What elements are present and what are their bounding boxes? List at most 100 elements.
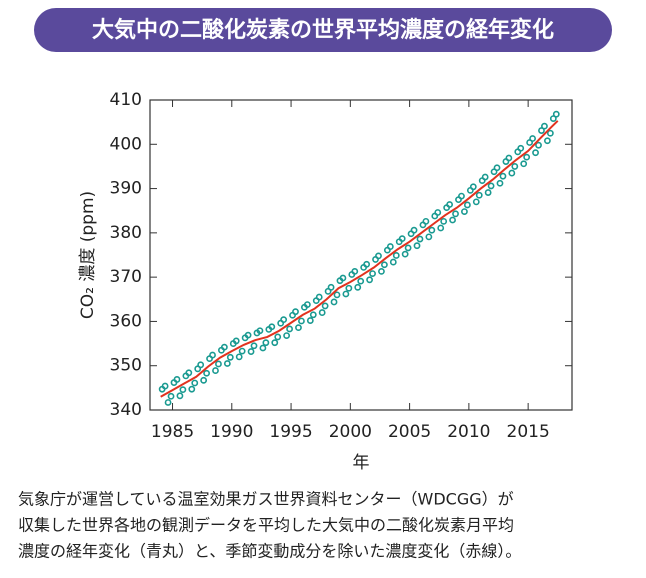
data-point	[369, 270, 376, 277]
data-point	[398, 235, 406, 243]
data-point	[292, 308, 299, 316]
data-point	[173, 376, 181, 383]
x-tick-label: 2005	[388, 422, 431, 442]
data-point	[306, 317, 314, 324]
data-point	[339, 274, 347, 282]
data-point	[446, 201, 454, 208]
data-point	[378, 267, 385, 275]
data-point	[404, 244, 412, 252]
data-point	[529, 135, 536, 142]
data-point	[481, 173, 489, 181]
data-point	[286, 325, 293, 333]
data-point	[268, 323, 276, 331]
x-tick-label: 2010	[447, 422, 490, 442]
data-point	[333, 291, 341, 299]
y-tick-label: 350	[110, 356, 142, 376]
data-point	[315, 293, 323, 301]
caption-line: 濃度の経年変化（青丸）と、季節変動成分を除いた濃度変化（赤線）。	[18, 542, 521, 561]
data-point	[493, 164, 501, 172]
y-tick-label: 400	[110, 134, 142, 154]
x-tick-label: 1995	[269, 422, 312, 442]
data-point	[197, 361, 205, 369]
data-point	[386, 243, 394, 250]
data-point	[167, 392, 175, 400]
data-point	[191, 379, 199, 387]
trend-line	[160, 120, 559, 398]
y-tick-label: 390	[110, 179, 142, 199]
data-point	[226, 353, 234, 361]
data-point	[449, 216, 456, 224]
plot-frame	[149, 99, 573, 411]
data-point	[401, 250, 409, 258]
y-tick-label: 370	[110, 267, 142, 287]
data-point	[176, 392, 184, 400]
data-point	[280, 316, 288, 324]
data-point	[247, 348, 255, 355]
data-point	[164, 399, 172, 406]
data-point	[428, 226, 436, 234]
data-point	[410, 226, 418, 234]
data-point	[469, 183, 477, 191]
data-point	[274, 333, 282, 341]
data-point	[244, 331, 252, 339]
data-point	[523, 153, 531, 161]
data-point	[318, 309, 326, 316]
data-point	[517, 144, 525, 152]
data-point	[425, 233, 433, 241]
caption-line: 気象庁が運営している温室効果ガス世界資料センター（WDCGG）が	[18, 490, 514, 509]
data-point	[321, 302, 329, 310]
data-point	[351, 267, 359, 275]
data-point	[342, 290, 350, 298]
data-point	[532, 149, 539, 157]
data-point	[487, 182, 495, 190]
data-point	[381, 261, 388, 269]
data-point	[309, 311, 317, 319]
y-axis-label: CO₂ 濃度 (ppm)	[78, 191, 98, 319]
data-point	[209, 351, 216, 359]
data-point	[472, 198, 480, 206]
data-point	[535, 141, 542, 149]
data-point	[250, 342, 258, 350]
chart-title: 大気中の二酸化炭素の世界平均濃度の経年変化	[92, 17, 554, 43]
data-point	[357, 277, 365, 285]
y-tick-label: 340	[110, 400, 142, 420]
data-point	[508, 169, 516, 177]
data-point	[238, 347, 246, 355]
data-point	[259, 344, 267, 352]
x-tick-label: 2000	[329, 422, 372, 442]
data-point	[389, 258, 397, 266]
data-point	[505, 154, 513, 162]
y-tick-label: 410	[110, 90, 142, 110]
data-point	[295, 324, 302, 332]
data-point	[232, 337, 240, 345]
y-tick-label: 380	[110, 223, 142, 243]
data-point	[161, 382, 169, 390]
data-point	[212, 367, 219, 374]
data-point	[256, 327, 264, 335]
data-point	[511, 163, 519, 170]
data-point	[437, 224, 445, 232]
data-point	[541, 122, 548, 130]
data-point	[440, 217, 448, 225]
data-point	[434, 209, 442, 216]
y-tick-label: 360	[110, 311, 142, 331]
data-point	[200, 376, 208, 384]
data-point	[271, 339, 279, 347]
data-point	[496, 179, 504, 187]
caption-line: 収集した世界各地の観測データを平均した大気中の二酸化炭素月平均	[18, 516, 514, 535]
data-point	[330, 298, 338, 306]
data-point	[235, 353, 243, 361]
data-point	[345, 284, 353, 292]
data-point	[220, 343, 228, 351]
data-point	[416, 235, 424, 243]
data-point	[215, 360, 222, 368]
data-point	[392, 252, 400, 259]
data-point	[366, 276, 373, 284]
data-point	[283, 332, 291, 339]
data-point	[363, 260, 371, 268]
x-tick-label: 1985	[151, 422, 194, 442]
data-point	[298, 317, 305, 325]
data-point	[461, 208, 468, 215]
data-point	[499, 172, 507, 180]
